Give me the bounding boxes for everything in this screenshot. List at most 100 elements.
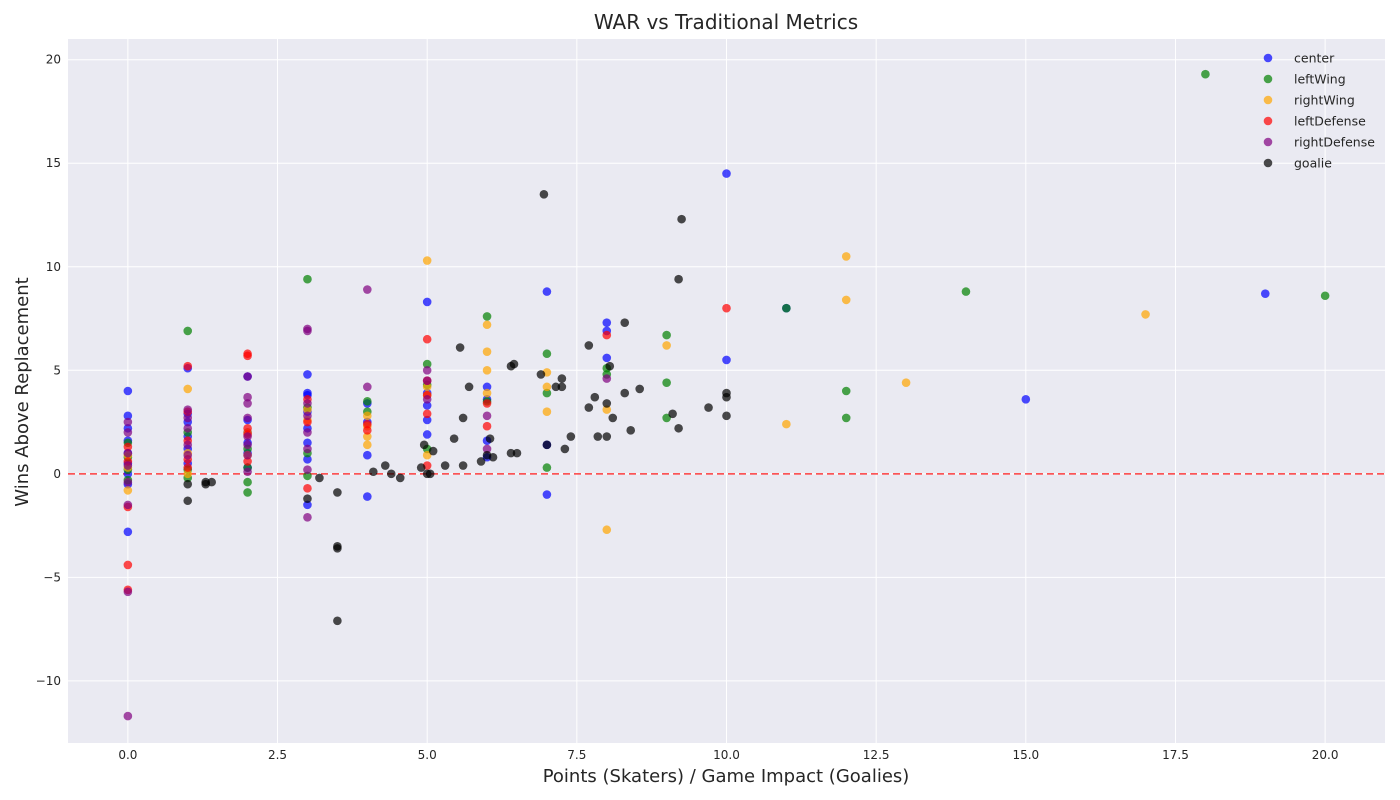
data-point-rightDefense — [303, 513, 312, 522]
data-point-leftWing — [183, 326, 193, 336]
data-point-goalie — [485, 434, 495, 443]
data-point-rightWing — [482, 320, 492, 330]
data-point-rightWing — [1141, 310, 1150, 319]
data-point-goalie — [506, 448, 516, 458]
legend-label-center: center — [1294, 51, 1335, 66]
data-point-goalie — [674, 423, 683, 433]
data-point-rightDefense — [183, 413, 193, 423]
data-point-center — [422, 430, 432, 439]
data-point-goalie — [677, 214, 686, 224]
data-point-rightWing — [662, 341, 671, 350]
data-point-goalie — [512, 448, 522, 458]
legend-label-goalie: goalie — [1294, 156, 1332, 171]
data-point-center — [422, 297, 432, 307]
legend-label-leftDefense: leftDefense — [1294, 114, 1366, 129]
x-tick-label: 15.0 — [1012, 748, 1039, 762]
data-point-rightDefense — [243, 392, 252, 402]
data-point-goalie — [626, 426, 636, 435]
data-point-goalie — [416, 463, 426, 472]
data-point-goalie — [449, 434, 459, 443]
data-point-rightDefense — [303, 399, 312, 408]
data-point-rightDefense — [422, 394, 432, 404]
x-tick-label: 20.0 — [1312, 748, 1339, 762]
y-tick-label: 0 — [53, 467, 61, 481]
series-goalie — [183, 189, 731, 626]
data-point-leftWing — [422, 359, 432, 369]
data-point-goalie — [584, 403, 594, 412]
data-point-rightDefense — [303, 428, 312, 437]
data-point-goalie — [605, 361, 615, 371]
legend-marker-leftDefense — [1263, 116, 1273, 126]
data-point-rightWing — [482, 365, 492, 375]
data-point-rightDefense — [243, 440, 252, 450]
data-point-goalie — [183, 479, 193, 489]
data-point-goalie — [551, 382, 561, 392]
y-tick-label: 5 — [53, 363, 61, 377]
data-point-center — [422, 415, 432, 425]
data-point-rightWing — [183, 469, 193, 479]
data-point-goalie — [590, 392, 600, 402]
data-point-rightWing — [901, 378, 911, 388]
data-point-rightWing — [782, 419, 791, 429]
data-point-leftWing — [542, 463, 552, 472]
data-point-rightDefense — [243, 413, 252, 423]
data-point-goalie — [315, 473, 324, 483]
data-point-center — [602, 318, 612, 327]
data-point-leftWing — [542, 388, 552, 398]
data-point-goalie — [464, 382, 474, 392]
data-point-center — [363, 492, 372, 501]
data-point-center — [123, 527, 133, 537]
legend-marker-rightWing — [1263, 95, 1273, 105]
data-point-leftWing — [363, 397, 372, 406]
data-point-rightDefense — [123, 587, 133, 597]
data-point-goalie — [333, 544, 342, 553]
x-tick-label: 17.5 — [1162, 748, 1189, 762]
legend: center leftWing rightWing leftDefense rightD… — [1263, 51, 1375, 171]
x-tick-label: 5.0 — [418, 748, 437, 762]
data-point-rightDefense — [363, 285, 372, 294]
data-point-center — [1260, 289, 1270, 298]
data-point-goalie — [425, 469, 435, 479]
data-point-rightDefense — [243, 432, 252, 441]
data-point-rightDefense — [303, 411, 312, 421]
data-point-center — [363, 450, 372, 460]
legend-marker-goalie — [1263, 158, 1273, 168]
data-point-rightWing — [602, 405, 612, 414]
data-point-goalie — [722, 411, 731, 421]
data-point-rightDefense — [183, 440, 193, 450]
data-point-rightDefense — [303, 444, 312, 454]
data-point-goalie — [428, 446, 438, 456]
data-point-leftDefense — [482, 399, 492, 408]
legend-marker-center — [1263, 53, 1273, 63]
x-tick-label: 7.5 — [567, 748, 586, 762]
y-tick-label: 15 — [46, 156, 61, 170]
data-point-goalie — [620, 388, 630, 398]
data-point-leftWing — [482, 312, 492, 321]
data-point-rightWing — [422, 450, 432, 460]
data-point-center — [303, 500, 312, 510]
data-point-center — [722, 355, 731, 365]
y-tick-label: −10 — [36, 674, 61, 688]
data-point-rightWing — [363, 432, 372, 441]
data-point-goalie — [608, 413, 618, 423]
x-axis-label: Points (Skaters) / Game Impact (Goalies) — [543, 766, 910, 787]
data-point-goalie — [455, 343, 465, 352]
data-point-rightDefense — [482, 444, 492, 454]
y-tick-labels: −10 −5 0 5 10 15 20 — [36, 53, 61, 688]
x-tick-label: 12.5 — [863, 748, 890, 762]
data-point-rightDefense — [363, 382, 372, 392]
data-point-goalie — [183, 496, 193, 506]
data-point-leftWing — [662, 413, 671, 423]
data-point-center — [482, 382, 492, 392]
y-tick-label: −5 — [43, 570, 61, 584]
data-point-goalie — [674, 274, 683, 284]
data-point-goalie — [722, 388, 731, 398]
data-point-goalie — [557, 382, 567, 392]
data-point-rightWing — [841, 252, 851, 261]
data-point-rightDefense — [123, 428, 133, 437]
x-tick-labels: 0.0 2.5 5.0 7.5 10.0 12.5 15.0 17.5 20.0 — [118, 748, 1338, 762]
data-point-rightDefense — [303, 465, 312, 474]
data-point-center — [602, 353, 612, 363]
data-point-goalie — [458, 413, 468, 423]
